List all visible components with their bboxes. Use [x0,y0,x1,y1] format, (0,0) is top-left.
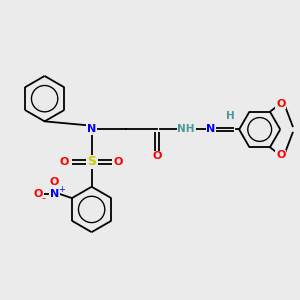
Text: N: N [50,189,59,199]
Text: +: + [58,185,64,194]
Text: -: - [41,193,45,203]
Text: O: O [34,189,43,199]
Text: O: O [60,157,69,167]
Text: O: O [276,150,286,161]
Text: O: O [276,99,286,109]
Text: H: H [226,111,235,121]
Text: S: S [87,155,96,168]
Text: O: O [50,177,59,187]
Text: N: N [206,124,216,134]
Text: NH: NH [178,124,195,134]
Text: N: N [87,124,96,134]
Text: O: O [152,152,162,161]
Text: O: O [114,157,123,167]
